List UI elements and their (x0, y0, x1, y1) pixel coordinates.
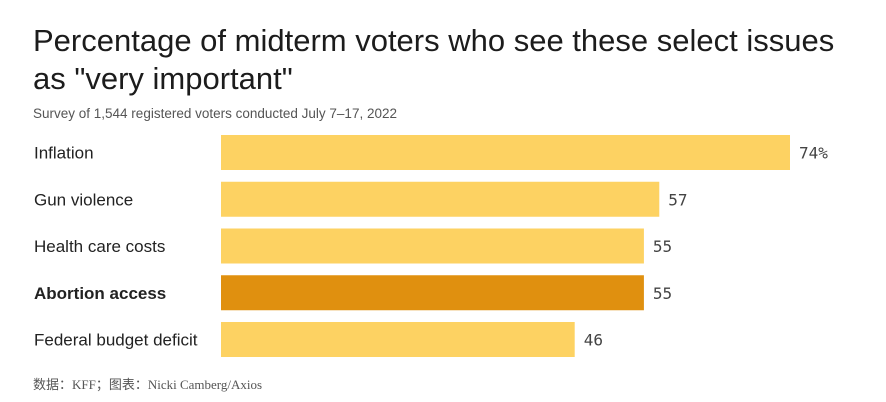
bar-gun-violence (221, 181, 660, 217)
category-label-abortion-access: Abortion access (34, 284, 166, 303)
category-label-federal-budget-deficit: Federal budget deficit (34, 331, 198, 350)
chart-title: Percentage of midterm voters who see the… (33, 23, 835, 96)
bar-abortion-access (221, 275, 644, 311)
value-label-health-care-costs: 55 (653, 237, 672, 256)
value-label-inflation: 74% (799, 144, 828, 163)
bar-inflation (221, 135, 790, 170)
value-label-gun-violence: 57 (668, 190, 687, 209)
bar-federal-budget-deficit (221, 322, 575, 357)
category-label-inflation: Inflation (34, 144, 94, 163)
chart-subtitle: Survey of 1,544 registered voters conduc… (33, 106, 397, 121)
category-label-health-care-costs: Health care costs (34, 237, 165, 256)
value-label-federal-budget-deficit: 46 (584, 331, 603, 350)
source-credit: 数据：KFF；图表：Nicki Camberg/Axios (33, 377, 263, 392)
bar-health-care-costs (221, 228, 644, 264)
value-label-abortion-access: 55 (653, 284, 672, 303)
category-label-gun-violence: Gun violence (34, 190, 133, 209)
